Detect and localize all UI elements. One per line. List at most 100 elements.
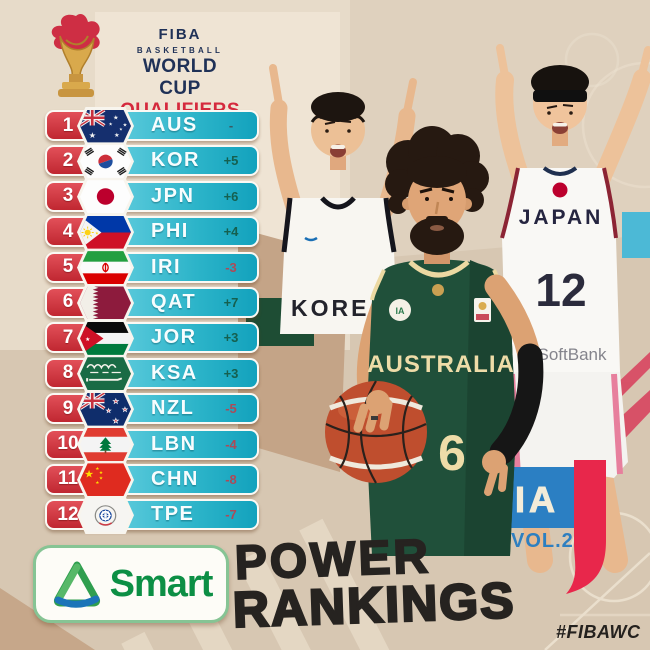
country-code: JPN [151,184,195,207]
svg-text:★: ★ [99,476,103,481]
rank-number: 11 [57,468,79,490]
rank-number: 7 [62,326,74,348]
svg-text:★: ★ [109,121,113,126]
hashtag-label: #FIBAWC [556,622,641,642]
country-code: JOR [151,326,197,349]
flag-graphic: ★ [80,321,131,355]
smart-wordmark: Smart [109,562,214,605]
ranking-row-tpe: 12 TPE -7 [45,496,259,535]
rank-number: 10 [57,433,79,455]
rank-change: -8 [225,471,237,487]
rank-change: -3 [225,259,237,275]
svg-text:★: ★ [99,471,103,476]
country-bar: TPE -7 [105,501,257,529]
rank-change: - [228,118,234,133]
rank-change: -5 [225,401,237,417]
logo-worldcup-text: WORLD CUP [142,56,218,99]
svg-text:★: ★ [113,398,119,405]
country-code: AUS [151,114,198,136]
country-code: TPE [151,503,195,526]
rank-change: -4 [225,436,237,452]
ranking-row-chn: 11 CHN -8 ★ ★ ★ ★ ★ [45,460,259,499]
country-flag: ★ ★ ★ ★ ★ [77,460,134,499]
ranking-row-lbn: 10 LBN -4 [45,425,259,464]
basketball-illustration [325,380,427,484]
rank-number: 12 [57,503,79,525]
svg-text:★: ★ [95,480,99,485]
ranking-row-jpn: 3 JPN +6 [45,177,259,216]
svg-text:★: ★ [113,114,118,121]
japan-roundel-icon [552,182,568,198]
svg-text:★: ★ [123,122,128,128]
country-flag [77,248,134,287]
svg-text:★: ★ [95,466,99,471]
country-code: CHN [151,467,199,490]
rank-number: 5 [62,256,74,278]
svg-text:★: ★ [114,132,119,139]
japan-jersey-text: JAPAN [519,206,604,229]
title-rankings: RANKINGS [231,571,518,639]
ranking-row-iri: 5 IRI -3 [45,248,259,287]
japan-player-illustration: JAPAN 12 SoftBank [495,44,650,573]
country-code: LBN [151,432,197,455]
country-flag [77,496,134,535]
australia-player-illustration: IA AUSTRALIA 6 [325,126,544,556]
rank-change: -7 [225,507,237,523]
rank-number: 4 [62,220,74,242]
diagonal-stripes [121,518,436,650]
ranking-row-kor: 2 KOR +5 [45,142,259,181]
rank-number: 2 [62,149,74,171]
svg-text:★: ★ [82,243,86,248]
rank-number: 9 [62,397,74,419]
australia-number-text: 6 [438,425,466,481]
red-ribbon [566,460,606,594]
country-flag [77,142,134,181]
fiba-wc-qualifiers-logo: FIBA BASKETBALL WORLD CUP QUALIFIERS [36,10,240,122]
country-flag [77,425,134,464]
svg-text:★: ★ [113,418,119,425]
flag-graphic [80,286,131,320]
cyan-accent [622,212,650,258]
flag-graphic [80,180,131,214]
svg-text:★: ★ [106,408,111,414]
ranking-row-aus: 1 AUS - ★ ★ ★ ★ ★ ★ [45,107,259,145]
country-code: NZL [151,397,195,420]
flag-graphic [80,144,131,178]
fiba-wordmark: FIBA [158,26,202,43]
rank-number: 3 [62,185,74,207]
flag-graphic: ★ ★ ★ [80,215,131,249]
rank-change: +3 [223,330,239,346]
flag-graphic: ★ ★ ★ ★ ★ ★ [80,109,131,143]
ranking-row-ksa: 8 KSA +3 [45,354,259,393]
svg-text:★: ★ [89,131,96,140]
country-flag [77,354,134,393]
country-flag: ★ ★ ★ [77,213,134,252]
rank-change: +3 [223,365,239,381]
svg-text:★: ★ [119,126,123,131]
svg-text:★: ★ [122,406,127,413]
country-code: QAT [151,290,197,313]
logo-basketball-text: BASKETBALL [136,46,224,55]
japan-sponsor-text: SoftBank [538,345,607,364]
country-code: IRI [151,255,182,278]
flag-graphic [80,251,131,285]
ranking-row-qat: 6 QAT +7 [45,283,259,322]
volume-label: VOL.2 [511,530,574,552]
australia-jersey-text: AUSTRALIA [367,351,515,378]
country-code: PHI [151,220,189,243]
svg-text:★: ★ [85,337,90,343]
country-flag [77,283,134,322]
country-flag [77,177,134,216]
rank-number: 8 [62,362,74,384]
rankings-list: 1 AUS - ★ ★ ★ ★ ★ ★ 2 KOR +5 3 [45,107,259,535]
svg-text:★: ★ [84,469,94,481]
flag-graphic: ★ ★ ★ ★ [80,392,131,426]
rank-number: 1 [62,114,74,136]
flag-graphic [80,357,131,391]
svg-text:★: ★ [95,230,99,235]
rank-change: +4 [223,224,239,240]
flag-graphic [80,498,131,532]
japan-number-text: 12 [535,264,586,316]
rank-change: +5 [223,153,239,169]
